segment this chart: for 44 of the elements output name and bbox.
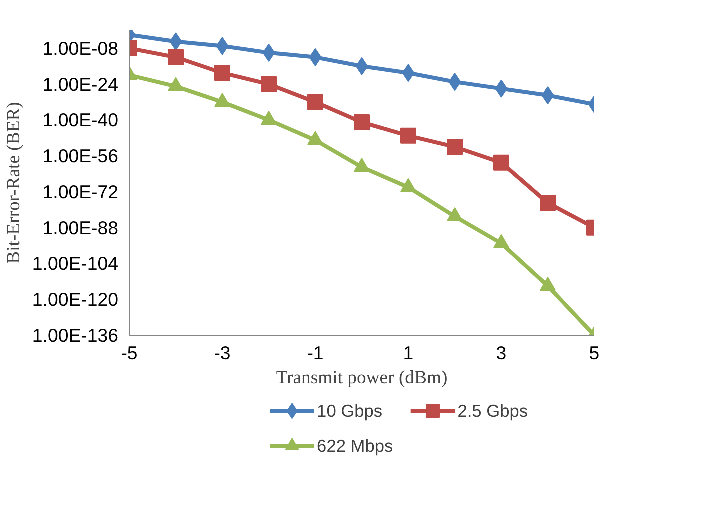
y-axis-title: Bit-Error-Rate (BER) xyxy=(3,102,24,264)
point xyxy=(495,80,508,98)
x-tick-label: 3 xyxy=(496,342,507,364)
y-tick-label: 1.00E-120 xyxy=(32,289,119,310)
point xyxy=(356,57,368,76)
y-tick-label: 1.00E-136 xyxy=(32,325,119,346)
x-tick-label: -3 xyxy=(214,342,231,364)
y-tick-label: 1.00E-104 xyxy=(32,253,119,274)
y-tick-label: 1.00E-72 xyxy=(42,181,118,202)
point xyxy=(214,65,230,82)
point xyxy=(309,48,322,66)
legend-label: 10 Gbps xyxy=(317,401,383,422)
point xyxy=(447,207,463,222)
y-tick-label: 1.00E-08 xyxy=(42,38,118,59)
x-tick-label: 5 xyxy=(589,342,600,364)
point xyxy=(447,139,463,156)
point xyxy=(308,94,324,110)
point xyxy=(542,86,554,105)
point xyxy=(261,111,277,126)
point xyxy=(402,64,415,82)
x-tick-label: 1 xyxy=(403,342,414,364)
legend-label: 622 Mbps xyxy=(317,436,394,456)
point xyxy=(262,44,276,62)
x-tick-label: -5 xyxy=(121,342,138,364)
point xyxy=(494,154,510,171)
x-axis-title: Transmit power (dBm) xyxy=(276,368,448,388)
point xyxy=(261,76,277,92)
point xyxy=(494,234,510,248)
point xyxy=(170,32,182,51)
point xyxy=(354,114,370,130)
y-tick-label: 1.00E-88 xyxy=(42,217,118,238)
point xyxy=(400,128,416,144)
y-tick-label: 1.00E-40 xyxy=(42,110,118,131)
point xyxy=(400,178,416,192)
y-tick-label: 1.00E-56 xyxy=(42,146,118,167)
point xyxy=(354,158,370,172)
point xyxy=(448,73,462,92)
x-tick-label: -1 xyxy=(307,342,324,364)
point xyxy=(540,277,556,291)
point xyxy=(168,49,184,66)
legend-label: 2.5 Gbps xyxy=(458,401,528,422)
point xyxy=(216,37,229,56)
point xyxy=(308,131,324,146)
y-tick-label: 1.00E-24 xyxy=(42,74,118,95)
